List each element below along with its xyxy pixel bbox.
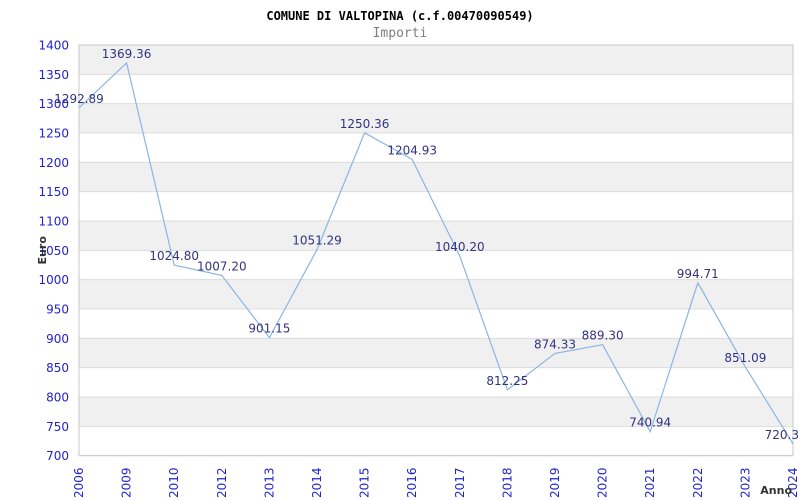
point-label: 1369.36 xyxy=(102,47,152,61)
grid-band xyxy=(79,45,793,75)
x-tick-label: 2006 xyxy=(72,467,86,498)
point-label: 1292.89 xyxy=(54,92,104,106)
y-tick-label: 1150 xyxy=(38,185,69,199)
y-tick-label: 850 xyxy=(46,361,69,375)
x-tick-label: 2013 xyxy=(262,467,276,498)
y-tick-label: 1200 xyxy=(38,156,69,170)
point-label: 1051.29 xyxy=(292,234,342,248)
point-label: 994.71 xyxy=(677,267,719,281)
y-tick-label: 1250 xyxy=(38,127,69,141)
x-tick-label: 2014 xyxy=(310,467,324,498)
point-label: 1007.20 xyxy=(197,259,247,273)
point-label: 1024.80 xyxy=(149,249,199,263)
point-label: 889.30 xyxy=(582,329,624,343)
y-tick-label: 1400 xyxy=(38,39,69,53)
point-label: 1204.93 xyxy=(387,143,437,157)
chart-title: COMUNE DI VALTOPINA (c.f.00470090549) xyxy=(266,9,534,23)
x-tick-label: 2012 xyxy=(215,467,229,498)
point-label: 812.25 xyxy=(486,374,528,388)
point-label: 740.94 xyxy=(629,416,671,430)
grid-band xyxy=(79,221,793,251)
grid-band xyxy=(79,162,793,192)
chart-subtitle: Importi xyxy=(372,26,428,41)
point-label: 1250.36 xyxy=(340,117,390,131)
point-label: 874.33 xyxy=(534,337,576,351)
x-axis-title: Anno xyxy=(760,484,792,497)
plot-border xyxy=(78,44,794,457)
x-tick-label: 2021 xyxy=(643,467,657,498)
y-tick-label: 750 xyxy=(46,420,69,434)
y-tick-label: 1050 xyxy=(38,244,69,258)
x-tick-label: 2018 xyxy=(500,467,514,498)
y-axis-title: Euro xyxy=(36,236,49,265)
y-tick-label: 1300 xyxy=(38,97,69,111)
y-tick-label: 700 xyxy=(46,449,69,463)
y-tick-label: 900 xyxy=(46,332,69,346)
grid-band xyxy=(79,279,793,309)
point-label: 901.15 xyxy=(248,322,290,336)
x-tick-label: 2015 xyxy=(358,467,372,498)
point-label: 720.3 xyxy=(765,428,799,442)
series-line xyxy=(78,61,794,445)
point-label: 1040.20 xyxy=(435,240,485,254)
grid-band xyxy=(79,103,793,133)
grid-band xyxy=(79,397,793,427)
y-tick-label: 800 xyxy=(46,391,69,405)
y-tick-label: 950 xyxy=(46,303,69,317)
y-tick-label: 1350 xyxy=(38,68,69,82)
x-tick-label: 2020 xyxy=(596,467,610,498)
x-tick-label: 2009 xyxy=(120,467,134,498)
point-label: 851.09 xyxy=(724,351,766,365)
x-tick-label: 2022 xyxy=(691,467,705,498)
y-tick-label: 1100 xyxy=(38,215,69,229)
x-tick-label: 2024 xyxy=(786,467,800,498)
x-tick-label: 2019 xyxy=(548,467,562,498)
y-tick-label: 1000 xyxy=(38,273,69,287)
x-tick-label: 2023 xyxy=(738,467,752,498)
x-tick-label: 2016 xyxy=(405,467,419,498)
x-tick-label: 2010 xyxy=(167,467,181,498)
grid-band xyxy=(79,338,793,368)
x-tick-label: 2017 xyxy=(453,467,467,498)
